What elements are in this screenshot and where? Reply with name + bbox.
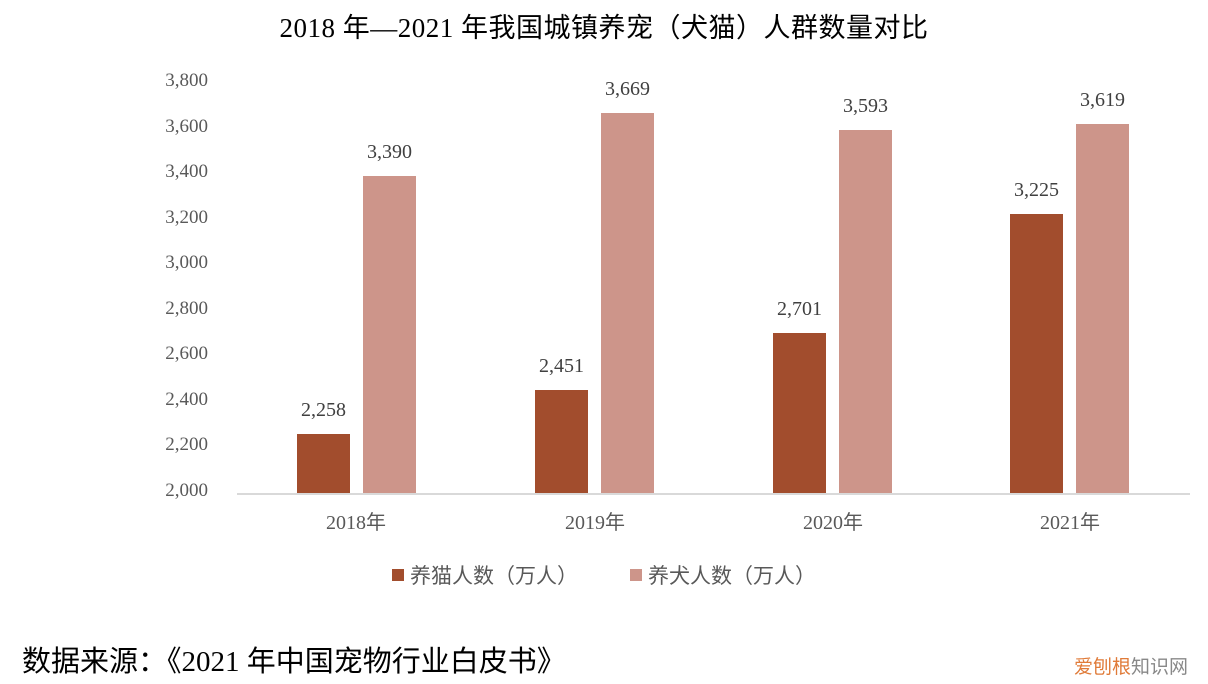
y-tick: 2,000 [165,480,208,501]
y-tick: 2,800 [165,298,208,319]
legend-item-dog: 养犬人数（万人） [630,560,816,590]
watermark: 爱刨根知识网 [1074,652,1188,679]
data-label: 3,390 [367,141,412,164]
data-label: 3,619 [1080,89,1125,112]
data-label: 2,451 [539,355,584,378]
y-tick: 3,400 [165,161,208,182]
data-label: 3,669 [605,77,650,100]
chart-title: 2018 年—2021 年我国城镇养宠（犬猫）人群数量对比 [279,13,929,43]
y-tick: 2,600 [165,343,208,364]
bar-cat [535,390,588,493]
x-tick-label: 2021年 [1040,512,1100,534]
bar-cat [1010,213,1063,493]
x-tick-label: 2020年 [803,512,863,534]
y-tick: 2,400 [165,389,208,410]
bar-cat [773,333,826,493]
x-tick-label: 2018年 [326,512,386,534]
legend-item-cat: 养猫人数（万人） [392,560,578,590]
y-tick: 3,000 [165,252,208,273]
legend: 养猫人数（万人） 养犬人数（万人） [0,560,1208,590]
y-tick: 3,600 [165,116,208,137]
y-tick: 3,200 [165,207,208,228]
source-note: 数据来源：《2021 年中国宠物行业白皮书》 [22,646,566,678]
y-tick: 2,200 [165,434,208,455]
bar-dog [1076,124,1129,493]
x-axis-line [237,493,1190,495]
bar-dog [839,130,892,493]
data-label: 3,225 [1014,178,1059,201]
bar-dog [601,112,654,493]
data-label: 2,701 [777,298,822,321]
data-label: 3,593 [843,95,888,118]
legend-label: 养猫人数（万人） [410,564,578,588]
watermark-suffix: 知识网 [1130,656,1188,678]
legend-swatch-dog-icon [630,569,642,581]
bar-cat [297,434,350,493]
data-label: 2,258 [301,399,346,422]
y-tick: 3,800 [165,70,208,91]
x-tick-label: 2019年 [565,512,625,534]
legend-label: 养犬人数（万人） [648,564,816,588]
legend-swatch-cat-icon [392,569,404,581]
watermark-brand: 爱刨根 [1073,656,1131,678]
bar-dog [363,176,416,493]
